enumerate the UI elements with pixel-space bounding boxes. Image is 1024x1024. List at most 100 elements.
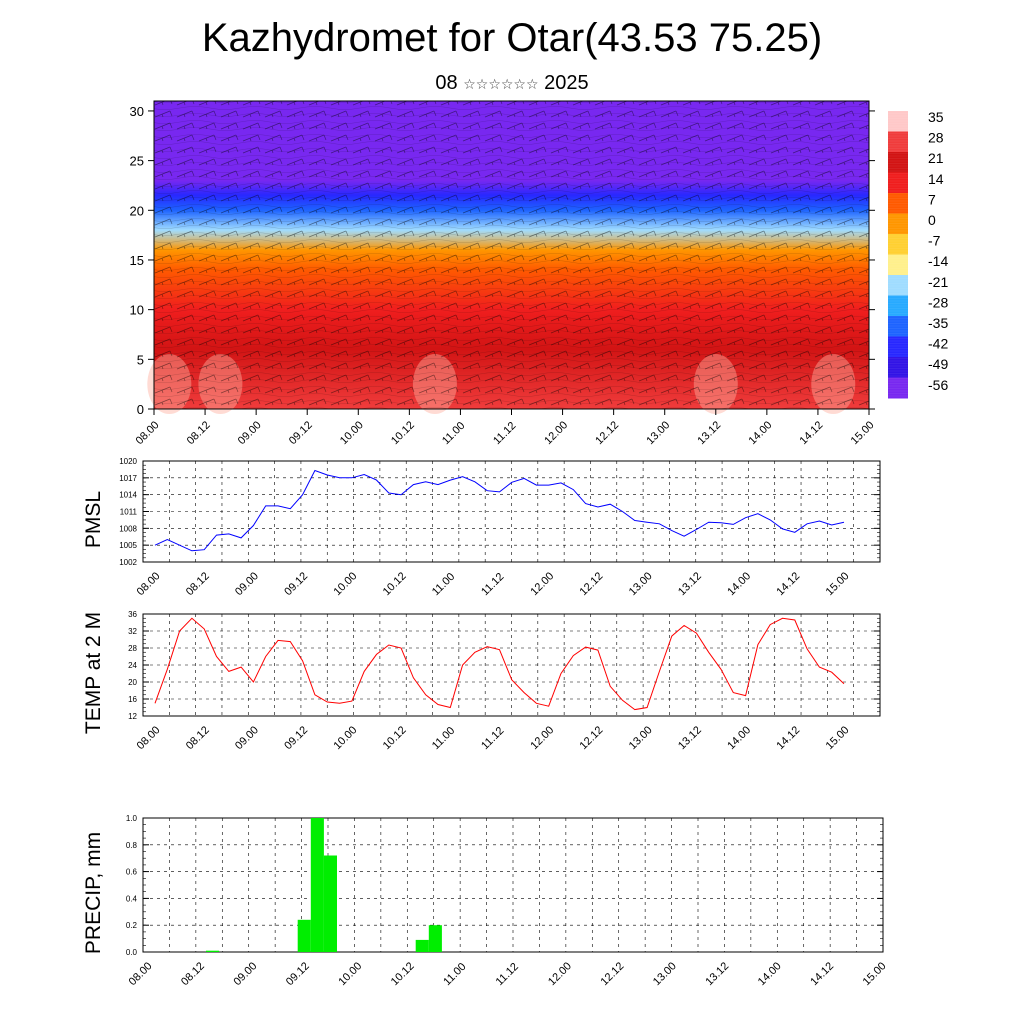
date-month-placeholder: ☆☆☆☆☆☆ (463, 77, 539, 93)
colorbar-label: -14 (928, 253, 948, 269)
y-tick-label: 5 (137, 352, 144, 367)
x-tick-label: 12.12 (598, 960, 626, 988)
x-tick-label: 13.00 (627, 570, 655, 598)
date-day: 08 (435, 72, 458, 94)
y-tick-label: 0.6 (126, 868, 138, 877)
x-tick-label: 09.00 (233, 570, 261, 598)
x-tick-label: 14.00 (756, 960, 784, 988)
x-tick-label: 12.12 (578, 724, 606, 752)
pmsl-panel: 1002 1005 1008 1011 1014 1017 1020 08.00 08.12 09… (82, 457, 881, 598)
colorbar-label: 35 (928, 109, 944, 125)
x-tick-label: 15.00 (849, 419, 877, 447)
series-line (154, 469, 845, 552)
x-tick-label: 10.12 (389, 419, 417, 447)
y-tick-label: 28 (128, 644, 137, 653)
y-tick-label: 1017 (119, 474, 137, 483)
y-tick-label: 0.2 (126, 921, 138, 930)
precip-bar (428, 925, 442, 952)
y-axis-label: PRECIP, mm (82, 832, 105, 954)
y-tick-label: 1008 (119, 524, 137, 533)
colorbar-swatch (888, 295, 908, 317)
x-tick-label: 11.12 (494, 961, 521, 988)
y-tick-label: 15 (130, 253, 144, 268)
x-tick-label: 09.00 (233, 724, 261, 752)
x-tick-label: 14.00 (725, 724, 753, 752)
y-tick-label: 25 (130, 154, 144, 169)
y-tick-label: 0.8 (126, 841, 138, 850)
colorbar-label: 0 (928, 212, 936, 228)
x-tick-label: 14.00 (725, 570, 753, 598)
y-axis-label: TEMP at 2 M (82, 612, 105, 734)
y-tick-label: 16 (128, 695, 137, 704)
y-tick-label: 0.4 (126, 894, 138, 903)
y-tick-label: 10 (130, 303, 144, 318)
y-tick-label: 1.0 (126, 814, 138, 823)
colorbar-swatch (888, 357, 908, 378)
date-year: 2025 (544, 72, 589, 94)
colorbar-label: 7 (928, 191, 936, 207)
x-tick-label: 09.00 (231, 960, 259, 988)
x-tick-label: 11.00 (440, 420, 467, 447)
x-tick-label: 10.00 (331, 570, 359, 598)
chart-date: 08 ☆☆☆☆☆☆ 2025 (0, 72, 1024, 95)
x-tick-label: 08.12 (184, 570, 212, 598)
colorbar-label: -28 (928, 294, 948, 310)
colorbar-label: 14 (928, 171, 944, 187)
colorbar-swatch (888, 152, 908, 173)
precip-panel: 0.0 0.2 0.4 0.6 0.8 1.0 08.00 08.12 09.00 09.12 10… (82, 814, 889, 988)
x-tick-label: 15.00 (824, 570, 852, 598)
y-tick-label: 1005 (119, 541, 137, 550)
colorbar-swatch (888, 377, 908, 399)
precip-bar (323, 855, 337, 952)
precip-bar (415, 939, 429, 952)
chart-title: Kazhydromet for Otar(43.53 75.25) (201, 16, 823, 60)
x-tick-label: 13.00 (627, 724, 655, 752)
x-tick-label: 08.12 (184, 724, 212, 752)
colorbar-swatch (888, 316, 908, 337)
y-tick-label: 1020 (119, 457, 137, 466)
x-tick-label: 13.12 (676, 570, 704, 598)
x-tick-label: 11.12 (479, 571, 506, 598)
x-tick-label: 14.12 (798, 419, 826, 447)
colorbar-label: -56 (928, 377, 948, 393)
colorbar-label: -49 (928, 356, 948, 372)
x-tick-label: 10.00 (338, 419, 366, 447)
x-tick-label: 12.00 (528, 724, 556, 752)
x-tick-label: 15.00 (824, 724, 852, 752)
x-tick-label: 10.00 (336, 960, 364, 988)
x-tick-label: 08.12 (185, 419, 213, 447)
y-axis-label: PMSL (82, 491, 105, 548)
x-tick-label: 12.00 (546, 960, 574, 988)
precip-bar (206, 950, 220, 952)
colorbar-label: 28 (928, 130, 944, 146)
x-tick-label: 15.00 (861, 960, 889, 988)
x-tick-label: 14.12 (808, 960, 836, 988)
y-tick-label: 1002 (119, 558, 137, 567)
precip-bar (310, 818, 324, 952)
x-tick-label: 09.12 (287, 419, 315, 447)
series-line (154, 617, 845, 711)
x-tick-label: 08.00 (135, 570, 163, 598)
colorbar-swatch (888, 111, 908, 132)
temperature-cross-section: 0 5 10 15 20 25 30 08.00 08.12 09.00 09.12 10.00 10.… (130, 100, 877, 447)
x-tick-label: 12.12 (578, 570, 606, 598)
x-tick-label: 13.00 (644, 419, 672, 447)
y-tick-label: 32 (128, 627, 137, 636)
x-tick-label: 14.12 (774, 724, 802, 752)
x-tick-label: 10.00 (331, 724, 359, 752)
x-tick-label: 12.00 (528, 570, 556, 598)
x-tick-label: 09.12 (282, 724, 310, 752)
colorbar-swatch (888, 131, 908, 153)
x-tick-label: 13.00 (651, 960, 679, 988)
colorbar-swatch (888, 213, 908, 235)
x-tick-label: 08.00 (134, 419, 162, 447)
colorbar-swatch (888, 336, 908, 358)
colorbar-swatch (888, 275, 908, 296)
colorbar-label: -21 (928, 274, 948, 290)
x-tick-label: 14.00 (746, 419, 774, 447)
y-tick-label: 1014 (119, 491, 137, 500)
y-tick-label: 36 (128, 610, 137, 619)
x-tick-label: 13.12 (695, 419, 723, 447)
colorbar-label: -42 (928, 336, 948, 352)
